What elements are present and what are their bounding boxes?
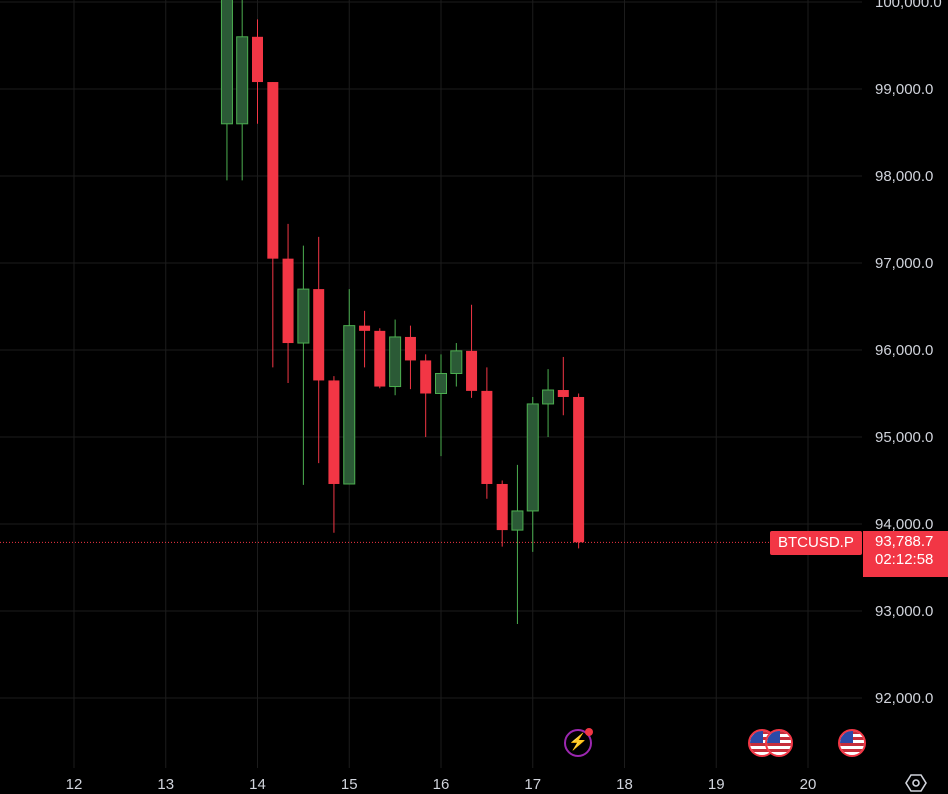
candle-body-up	[435, 372, 447, 394]
price-tick-label: 98,000.0	[875, 168, 933, 185]
candle-body-down	[420, 360, 432, 394]
candles	[220, 0, 585, 625]
candle-body-down	[404, 336, 416, 361]
candle-body-up	[220, 0, 233, 125]
price-tick-label: 97,000.0	[875, 255, 933, 272]
candle-body-up	[542, 389, 555, 405]
last-price-badge: 93,788.7 02:12:58	[863, 531, 948, 577]
symbol-price-label: BTCUSD.P	[770, 531, 862, 555]
candle-body-up	[450, 350, 463, 374]
candle-body-down	[359, 325, 371, 331]
date-tick-label: 14	[249, 776, 266, 793]
price-tick-label: 95,000.0	[875, 429, 933, 446]
time-axis[interactable]: 12 13 14 15 16 17 18 19 20	[66, 776, 817, 793]
candle-body-up	[297, 288, 310, 344]
date-tick-label: 17	[524, 776, 541, 793]
candle-body-down	[481, 390, 493, 484]
candle-body-down	[573, 396, 585, 543]
date-tick-label: 15	[341, 776, 358, 793]
candle-body-down	[267, 82, 279, 259]
candle-body-down	[328, 380, 340, 484]
candle-countdown: 02:12:58	[875, 551, 934, 568]
last-price-value: 93,788.7	[875, 533, 934, 550]
candle-body-down	[282, 258, 294, 344]
price-tick-label: 99,000.0	[875, 81, 933, 98]
date-tick-label: 20	[800, 776, 817, 793]
candle-body-down	[374, 330, 386, 387]
us-flag-icon[interactable]	[765, 729, 793, 757]
candle-body-up	[511, 510, 524, 531]
date-tick-label: 16	[433, 776, 450, 793]
price-axis[interactable]: 92,000.0 93,000.0 94,000.0 95,000.0 96,000.0…	[875, 0, 942, 707]
settings-icon[interactable]	[905, 773, 927, 793]
date-tick-label: 18	[616, 776, 633, 793]
date-tick-label: 12	[66, 776, 83, 793]
date-tick-label: 19	[708, 776, 725, 793]
price-tick-label: 92,000.0	[875, 690, 933, 707]
price-tick-label: 93,000.0	[875, 603, 933, 620]
candle-body-down	[466, 350, 478, 391]
price-tick-label: 94,000.0	[875, 516, 933, 533]
candle-body-up	[343, 325, 356, 485]
candle-body-down	[252, 36, 263, 83]
notification-dot	[585, 728, 593, 736]
candle-body-down	[557, 390, 569, 397]
candle-body-down	[496, 483, 508, 531]
candle-body-up	[236, 36, 249, 125]
price-tick-label: 96,000.0	[875, 342, 933, 359]
lightning-icon[interactable]: ⚡	[564, 728, 593, 757]
candle-body-up	[526, 403, 539, 512]
candle-body-down	[313, 289, 325, 381]
us-flag-icon[interactable]	[838, 729, 866, 757]
candle-body-up	[389, 336, 402, 388]
date-tick-label: 13	[157, 776, 174, 793]
price-tick-label: 100,000.0	[875, 0, 942, 11]
